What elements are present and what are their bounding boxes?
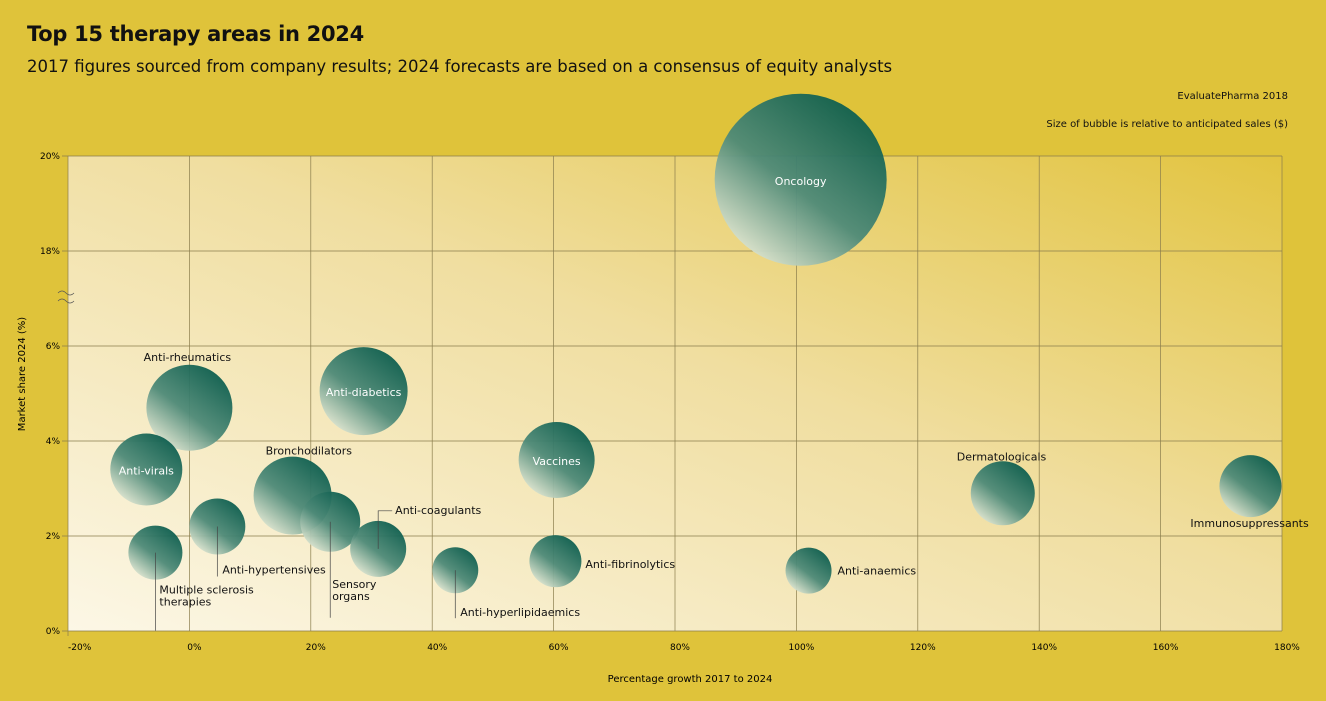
- x-tick-label: 80%: [670, 643, 690, 653]
- bubble-anti-anaemics[interactable]: [785, 547, 832, 594]
- chart-subtitle: 2017 figures sourced from company result…: [27, 57, 893, 76]
- bubble-label: Anti-rheumatics: [144, 351, 232, 364]
- bubble-anti-fibrinolytics[interactable]: [529, 535, 582, 588]
- bubble-label: Immunosuppressants: [1190, 517, 1309, 530]
- y-tick-label: 20%: [40, 152, 60, 162]
- bubble-label: Anti-diabetics: [326, 386, 402, 399]
- bubble-anti-rheumatics[interactable]: [146, 364, 233, 451]
- bubble-label: Bronchodilators: [266, 445, 353, 458]
- x-tick-label: 160%: [1153, 643, 1179, 653]
- bubble-label: Anti-coagulants: [395, 504, 481, 517]
- x-tick-label: 180%: [1274, 643, 1300, 653]
- bubble-immunosuppressants[interactable]: [1219, 455, 1282, 518]
- bubble-anti-diabetics[interactable]: [319, 347, 408, 436]
- leader-line: [377, 510, 393, 549]
- bubble-label: Anti-hyperlipidaemics: [460, 606, 580, 619]
- chart-title: Top 15 therapy areas in 2024: [27, 22, 364, 46]
- bubble-label: Multiple sclerosis therapies: [159, 584, 254, 609]
- bubble-anti-virals[interactable]: [110, 433, 183, 506]
- x-tick-label: 120%: [910, 643, 936, 653]
- y-tick-label: 2%: [46, 532, 61, 542]
- bubble-label: Dermatologicals: [957, 450, 1047, 463]
- bubble-label: Anti-anaemics: [838, 565, 917, 578]
- bubble-label: Sensory organs: [332, 578, 377, 603]
- x-tick-label: 60%: [549, 643, 569, 653]
- x-tick-label: 20%: [306, 643, 326, 653]
- x-tick-label: 100%: [789, 643, 815, 653]
- x-axis-label: Percentage growth 2017 to 2024: [608, 674, 773, 685]
- source-note: EvaluatePharma 2018: [1177, 91, 1288, 102]
- bubble-label: Anti-fibrinolytics: [585, 558, 675, 571]
- y-tick-label: 4%: [46, 437, 61, 447]
- x-tick-label: -20%: [68, 643, 92, 653]
- x-tick-label: 0%: [187, 643, 202, 653]
- bubble-dermatologicals[interactable]: [970, 461, 1035, 526]
- y-tick-label: 18%: [40, 247, 60, 257]
- bubble-label: Anti-hypertensives: [222, 564, 326, 577]
- bubble-vaccines[interactable]: [518, 422, 595, 498]
- x-tick-label: 40%: [427, 643, 447, 653]
- axis-break-icon: [57, 290, 75, 304]
- bubble-label: Anti-virals: [119, 465, 174, 478]
- y-axis-label: Market share 2024 (%): [17, 317, 28, 431]
- size-note: Size of bubble is relative to anticipate…: [1046, 119, 1288, 130]
- bubble-label: Oncology: [775, 175, 827, 188]
- y-tick-label: 6%: [46, 342, 61, 352]
- bubble-label: Vaccines: [533, 455, 581, 468]
- y-tick-label: 0%: [46, 627, 61, 637]
- x-tick-label: 140%: [1031, 643, 1057, 653]
- bubble-oncology[interactable]: [714, 93, 887, 266]
